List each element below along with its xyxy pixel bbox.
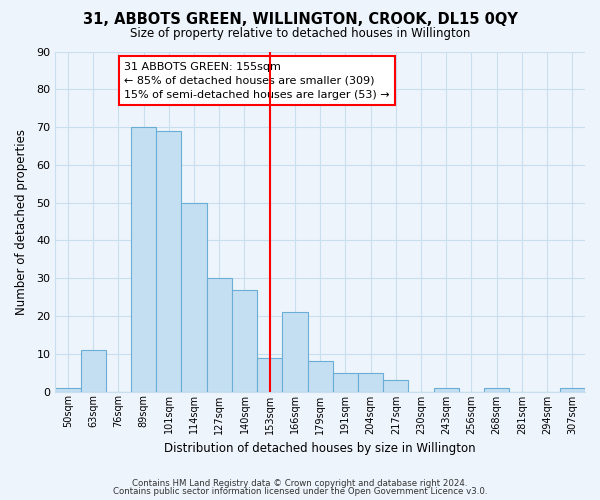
Bar [383, 380, 409, 392]
Bar [131, 127, 156, 392]
Bar [283, 312, 308, 392]
Bar [156, 131, 181, 392]
X-axis label: Distribution of detached houses by size in Willington: Distribution of detached houses by size … [164, 442, 476, 455]
Bar [434, 388, 459, 392]
Text: Contains HM Land Registry data © Crown copyright and database right 2024.: Contains HM Land Registry data © Crown c… [132, 478, 468, 488]
Bar [257, 358, 283, 392]
Text: 31, ABBOTS GREEN, WILLINGTON, CROOK, DL15 0QY: 31, ABBOTS GREEN, WILLINGTON, CROOK, DL1… [83, 12, 517, 28]
Bar [333, 372, 358, 392]
Bar [358, 372, 383, 392]
Bar [308, 362, 333, 392]
Bar [181, 202, 206, 392]
Bar [560, 388, 585, 392]
Bar [80, 350, 106, 392]
Bar [484, 388, 509, 392]
Y-axis label: Number of detached properties: Number of detached properties [15, 128, 28, 314]
Bar [55, 388, 80, 392]
Text: Size of property relative to detached houses in Willington: Size of property relative to detached ho… [130, 28, 470, 40]
Text: Contains public sector information licensed under the Open Government Licence v3: Contains public sector information licen… [113, 487, 487, 496]
Bar [232, 290, 257, 392]
Bar [206, 278, 232, 392]
Text: 31 ABBOTS GREEN: 155sqm
← 85% of detached houses are smaller (309)
15% of semi-d: 31 ABBOTS GREEN: 155sqm ← 85% of detache… [124, 62, 390, 100]
